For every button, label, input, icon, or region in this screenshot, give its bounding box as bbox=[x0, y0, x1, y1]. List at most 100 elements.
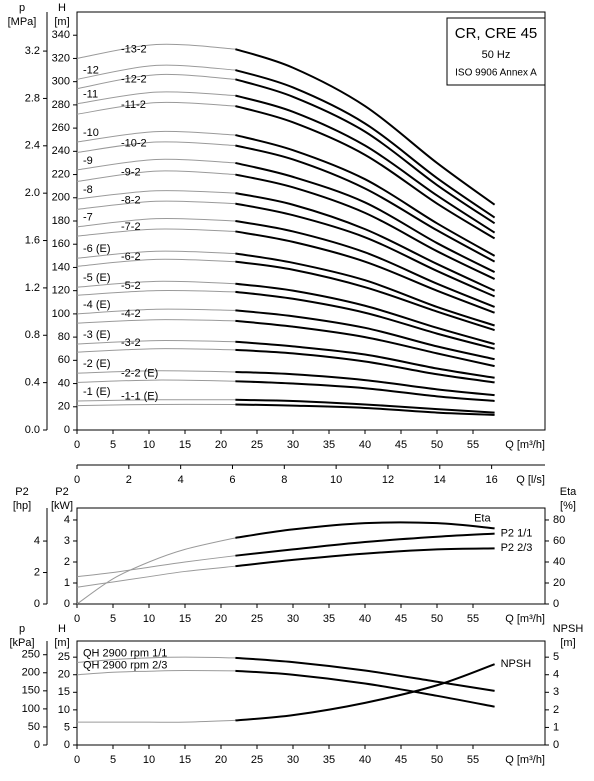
x2-tick-label: 12 bbox=[382, 474, 394, 486]
y-tick-label: 300 bbox=[52, 76, 70, 88]
y2-axis-title: Eta bbox=[560, 486, 577, 498]
curve-lead bbox=[76, 537, 236, 605]
y-tick-label: 280 bbox=[52, 99, 70, 111]
curve-lead bbox=[76, 379, 236, 383]
y-tick-label: 100 bbox=[52, 308, 70, 320]
x-tick-label: 45 bbox=[395, 439, 407, 451]
curve bbox=[235, 348, 495, 384]
y-tick-label: 15 bbox=[58, 686, 70, 698]
y-tick-label: 340 bbox=[52, 29, 70, 41]
curve bbox=[235, 173, 496, 280]
y2-axis-title: NPSH bbox=[553, 623, 584, 635]
curve-lead bbox=[76, 370, 236, 374]
x-tick-label: 40 bbox=[359, 439, 371, 451]
y-tick-label: 60 bbox=[58, 354, 70, 366]
series-label: -9 bbox=[83, 155, 93, 167]
curve-lead bbox=[76, 91, 236, 105]
x-tick-label: 30 bbox=[287, 613, 299, 625]
x2-tick-label: 16 bbox=[485, 474, 497, 486]
curve-lead bbox=[76, 43, 236, 59]
x2-tick-label: 0 bbox=[74, 474, 80, 486]
y3-tick-label: 50 bbox=[28, 721, 40, 733]
y3-axis-title: p bbox=[19, 2, 25, 14]
y2-tick-label: 0 bbox=[553, 739, 559, 751]
curve bbox=[235, 290, 495, 350]
curve-lead bbox=[76, 64, 236, 80]
x-axis-label: Q [m³/h] bbox=[505, 754, 545, 766]
series-label: -7 bbox=[83, 212, 93, 224]
curve-lead bbox=[76, 555, 236, 578]
y3-tick-label: 0 bbox=[34, 739, 40, 751]
x-tick-label: 25 bbox=[251, 754, 263, 766]
curve bbox=[235, 340, 495, 379]
y2-tick-label: 60 bbox=[553, 535, 565, 547]
x-tick-label: 25 bbox=[251, 613, 263, 625]
series-label: QH 2900 rpm 1/1 bbox=[83, 647, 167, 659]
curve bbox=[235, 192, 496, 292]
curve-lead bbox=[76, 258, 236, 267]
curve bbox=[235, 532, 495, 557]
x2-tick-label: 4 bbox=[178, 474, 184, 486]
series-label: -11 bbox=[83, 89, 98, 101]
curve bbox=[235, 398, 495, 414]
y-tick-label: 200 bbox=[52, 192, 70, 204]
y3-tick-label: 0 bbox=[34, 598, 40, 610]
curve-lead bbox=[76, 200, 236, 210]
y3-tick-label: 0.8 bbox=[25, 329, 40, 341]
y3-tick-label: 2 bbox=[34, 566, 40, 578]
y2-tick-label: 40 bbox=[553, 556, 565, 568]
curve bbox=[235, 220, 495, 308]
x-tick-label: 55 bbox=[467, 439, 479, 451]
series-label: -12 bbox=[83, 64, 99, 76]
y3-tick-label: 2.8 bbox=[25, 92, 40, 104]
y-axis-unit: [kW] bbox=[51, 500, 73, 512]
curve bbox=[235, 252, 495, 327]
y3-axis-unit: [MPa] bbox=[8, 16, 37, 28]
x-tick-label: 15 bbox=[179, 754, 191, 766]
y-tick-label: 320 bbox=[52, 52, 70, 64]
x-tick-label: 20 bbox=[215, 754, 227, 766]
x-axis-label: Q [m³/h] bbox=[505, 613, 545, 625]
title: CR, CRE 45 bbox=[455, 25, 538, 42]
y3-axis-unit: [hp] bbox=[13, 500, 31, 512]
y2-tick-label: 80 bbox=[553, 514, 565, 526]
curve-lead bbox=[76, 340, 236, 345]
y-tick-label: 240 bbox=[52, 145, 70, 157]
curve-lead bbox=[76, 565, 236, 588]
curve bbox=[235, 48, 496, 206]
series-label: -6 (E) bbox=[83, 243, 111, 255]
x-tick-label: 20 bbox=[215, 613, 227, 625]
y3-tick-label: 0.0 bbox=[25, 424, 40, 436]
curve bbox=[235, 370, 495, 397]
x-tick-label: 10 bbox=[143, 613, 155, 625]
y-tick-label: 20 bbox=[58, 669, 70, 681]
y3-tick-label: 2.4 bbox=[25, 140, 40, 152]
curve-lead bbox=[77, 719, 236, 723]
series-label: -8-2 bbox=[121, 194, 141, 206]
curve bbox=[235, 69, 496, 219]
x-tick-label: 5 bbox=[110, 613, 116, 625]
x2-tick-label: 14 bbox=[434, 474, 446, 486]
curve bbox=[235, 161, 496, 273]
series-label: -2-2 (E) bbox=[121, 367, 158, 379]
curve-lead bbox=[76, 141, 236, 153]
x-tick-label: 55 bbox=[467, 613, 479, 625]
y2-tick-label: 1 bbox=[553, 721, 559, 733]
series-label: -3-2 bbox=[121, 337, 141, 349]
curve bbox=[235, 669, 495, 708]
curve bbox=[235, 309, 495, 361]
y3-tick-label: 100 bbox=[22, 703, 40, 715]
x2-axis-label: Q [l/s] bbox=[516, 474, 545, 486]
series-label: -8 bbox=[83, 184, 93, 196]
y-tick-label: 10 bbox=[58, 704, 70, 716]
curve bbox=[235, 403, 495, 416]
y-tick-label: 5 bbox=[64, 721, 70, 733]
y3-tick-label: 2.0 bbox=[25, 187, 40, 199]
series-label: -1 (E) bbox=[83, 386, 111, 398]
y-axis-title: H bbox=[58, 2, 66, 14]
curve-lead bbox=[76, 399, 236, 402]
x-tick-label: 15 bbox=[179, 613, 191, 625]
series-label: -10-2 bbox=[121, 137, 147, 149]
curve-lead bbox=[76, 670, 236, 676]
title-box bbox=[446, 17, 546, 86]
